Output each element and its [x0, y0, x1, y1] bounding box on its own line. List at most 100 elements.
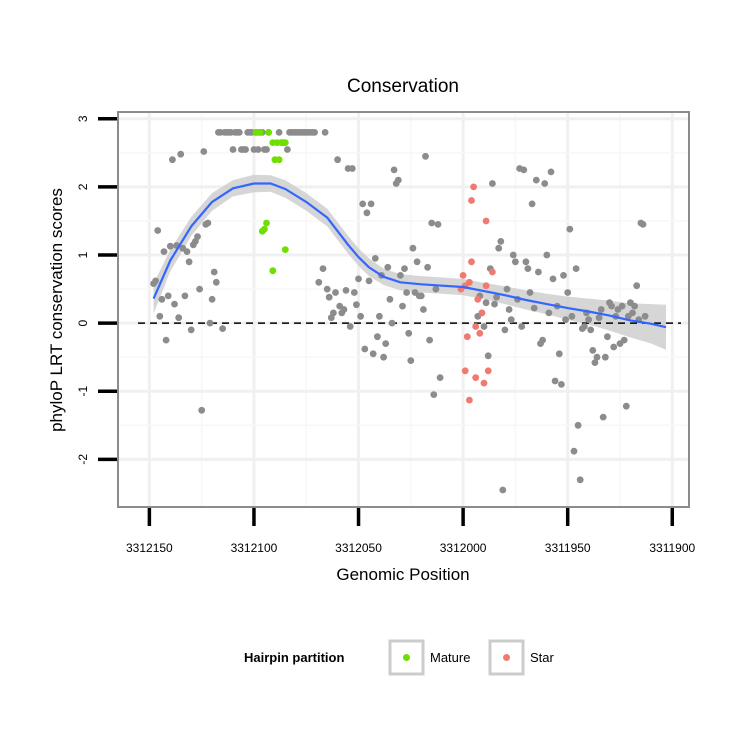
data-point-other	[242, 146, 250, 153]
data-point-other	[499, 486, 507, 494]
data-point-mature	[261, 225, 268, 233]
data-point-other	[386, 295, 394, 303]
data-point-other	[581, 323, 588, 330]
x-tick-label: 3312100	[231, 541, 278, 555]
data-point-other	[522, 258, 530, 266]
data-point-other	[405, 329, 413, 337]
data-point-other	[210, 268, 218, 276]
data-point-other	[200, 148, 208, 155]
data-point-other	[407, 357, 415, 364]
data-point-star	[476, 329, 484, 337]
data-point-other	[254, 146, 262, 153]
x-tick-label: 3312000	[440, 541, 487, 555]
data-point-other	[403, 289, 410, 296]
data-point-other	[353, 301, 360, 309]
data-point-other	[555, 350, 563, 358]
data-point-mature	[275, 156, 283, 164]
data-point-other	[545, 309, 553, 317]
data-point-other	[535, 268, 542, 276]
data-point-other	[430, 391, 438, 398]
data-point-other	[206, 319, 214, 327]
data-point-mature	[265, 129, 272, 136]
data-point-other	[591, 359, 599, 366]
data-point-other	[409, 244, 417, 252]
confidence-ribbon-group	[153, 174, 667, 350]
data-point-other	[595, 314, 603, 322]
data-point-other	[497, 238, 505, 245]
data-point-other	[275, 129, 283, 136]
smooth-curve-group	[152, 182, 667, 329]
data-point-mature	[281, 246, 289, 254]
data-point-other	[325, 293, 333, 301]
data-point-other	[315, 278, 323, 286]
data-point-other	[417, 292, 425, 300]
data-point-other	[158, 295, 166, 303]
legend-label-star: Star	[530, 650, 555, 665]
data-point-mature	[281, 139, 289, 147]
data-point-other	[319, 265, 327, 272]
data-point-other	[154, 227, 162, 234]
data-point-other	[183, 248, 191, 256]
data-point-other	[560, 272, 567, 279]
data-point-other	[512, 258, 519, 266]
data-point-other	[507, 316, 515, 324]
data-point-mature	[263, 219, 270, 227]
data-point-star	[472, 323, 480, 330]
data-point-other	[629, 309, 636, 317]
data-point-other	[639, 221, 647, 228]
data-point-other	[162, 336, 170, 344]
data-point-other	[171, 300, 178, 308]
data-point-other	[365, 277, 373, 285]
data-point-star	[489, 268, 496, 276]
data-point-other	[558, 381, 565, 388]
data-point-other	[520, 166, 528, 174]
data-point-other	[342, 287, 350, 294]
x-tick-label: 3311950	[545, 541, 591, 555]
data-point-star	[466, 396, 473, 404]
data-point-other	[181, 292, 189, 300]
y-tick-label: 3	[76, 115, 90, 122]
data-point-other	[480, 323, 488, 330]
confidence-ribbon	[153, 174, 667, 350]
data-point-other	[482, 299, 490, 307]
data-point-other	[620, 336, 628, 344]
data-point-other	[340, 306, 348, 313]
data-point-other	[489, 180, 496, 187]
legend-marker-star	[503, 654, 510, 661]
x-tick-label: 3312150	[126, 541, 173, 555]
data-point-star	[459, 272, 467, 279]
data-point-star	[472, 374, 480, 381]
data-point-star	[470, 183, 477, 191]
data-point-star	[480, 379, 488, 387]
data-point-other	[204, 219, 212, 227]
data-point-other	[212, 278, 220, 286]
legend-marker-mature	[403, 654, 410, 661]
y-tick-label: -2	[76, 454, 90, 465]
data-point-other	[572, 265, 580, 272]
data-point-other	[369, 350, 377, 358]
legend: Hairpin partition Mature Star	[244, 639, 555, 676]
data-point-other	[543, 251, 551, 259]
data-point-other	[593, 353, 601, 361]
data-point-other	[413, 258, 421, 266]
data-point-other	[185, 258, 193, 266]
data-point-other	[359, 200, 367, 208]
data-point-other	[263, 146, 270, 153]
data-point-other	[539, 336, 546, 344]
data-point-mature	[269, 267, 277, 275]
data-point-other	[388, 319, 396, 327]
data-point-other	[363, 209, 371, 217]
y-axis-label: phyloP LRT conservation scores	[47, 188, 66, 432]
data-point-other	[426, 336, 433, 344]
data-point-other	[524, 265, 532, 272]
data-point-other	[229, 146, 237, 153]
data-point-other	[376, 312, 383, 320]
y-tick-label: 1	[76, 251, 90, 258]
data-point-other	[633, 282, 641, 290]
data-point-other	[568, 312, 576, 320]
data-point-other	[166, 242, 174, 250]
y-tick-label: -1	[76, 386, 90, 397]
data-point-star	[474, 295, 482, 303]
data-point-other	[599, 413, 607, 421]
